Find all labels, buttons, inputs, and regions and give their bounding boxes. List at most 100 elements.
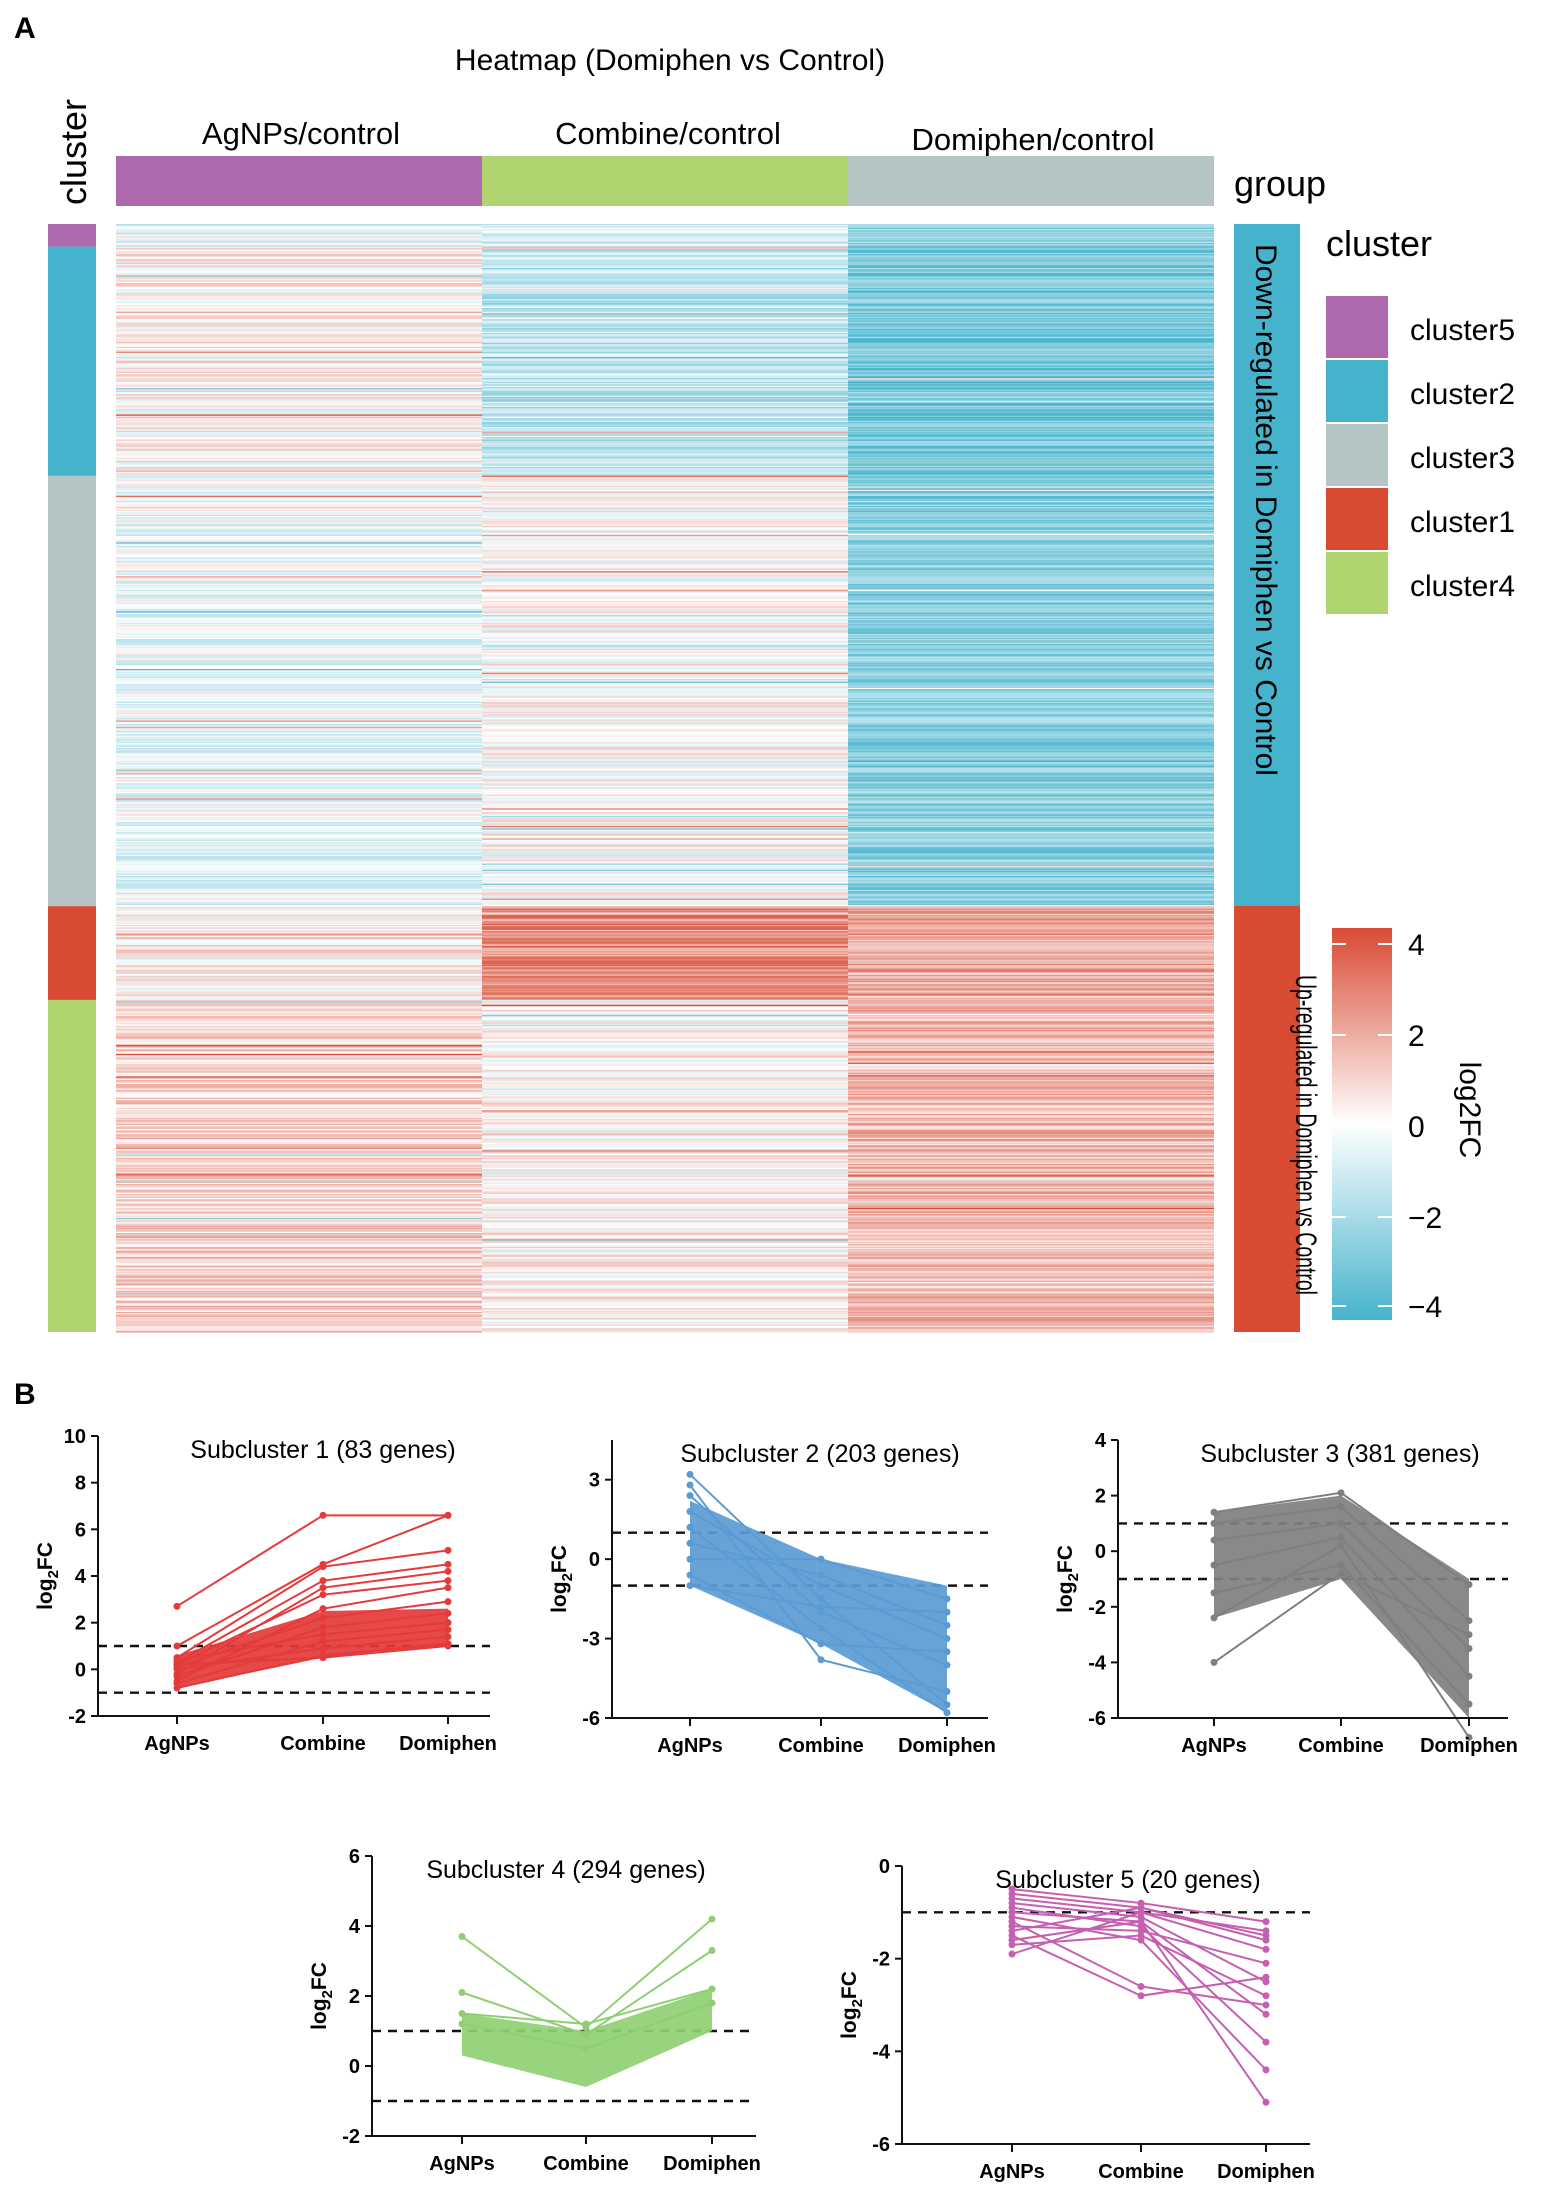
heatmap-cell [848, 707, 1214, 710]
heatmap-cell [116, 316, 482, 319]
heatmap-cell [848, 677, 1214, 680]
series-point [1210, 1519, 1218, 1527]
heatmap-cell [482, 996, 848, 999]
heatmap-cell [482, 1040, 848, 1042]
heatmap-cell [848, 425, 1214, 428]
heatmap-cell [116, 300, 482, 303]
heatmap-cell [116, 236, 482, 239]
heatmap-cell [848, 1319, 1214, 1322]
heatmap-cell [116, 499, 482, 502]
heatmap-cell [482, 331, 848, 334]
heatmap-cell [482, 1070, 848, 1072]
heatmap-cell [848, 547, 1214, 550]
heatmap-cell [116, 847, 482, 850]
heatmap-cell [482, 1092, 848, 1095]
heatmap-cell [848, 736, 1214, 739]
heatmap-cell [848, 1095, 1214, 1098]
heatmap-cell [116, 927, 482, 930]
heatmap-cell [848, 323, 1214, 325]
heatmap-cell [848, 521, 1214, 523]
heatmap-cell [116, 237, 482, 240]
heatmap-cell [116, 1165, 482, 1168]
heatmap-cell [482, 1190, 848, 1193]
heatmap-cell [848, 799, 1214, 802]
heatmap-cell [848, 1090, 1214, 1093]
heatmap-cell [116, 588, 482, 591]
heatmap-cell [116, 353, 482, 355]
heatmap-cell [116, 1130, 482, 1133]
heatmap-cell [848, 643, 1214, 646]
heatmap-cell [848, 452, 1214, 454]
heatmap-cell [848, 830, 1214, 833]
heatmap-cell [116, 706, 482, 709]
heatmap-cell [482, 571, 848, 574]
heatmap-cell [848, 814, 1214, 817]
y-tick-label: -3 [582, 1629, 600, 1651]
heatmap-cell [482, 521, 848, 523]
heatmap-cell [116, 923, 482, 926]
heatmap-cell [482, 500, 848, 503]
heatmap-cell [848, 738, 1214, 740]
heatmap-cell [116, 1181, 482, 1184]
heatmap-cell [116, 1264, 482, 1267]
heatmap-cell [848, 518, 1214, 521]
heatmap-cell [116, 370, 482, 373]
heatmap-cell [482, 734, 848, 737]
heatmap-cell [848, 1243, 1214, 1245]
heatmap-cell [848, 692, 1214, 695]
heatmap-cell [482, 936, 848, 939]
heatmap-cell [116, 1256, 482, 1259]
heatmap-cell [116, 1310, 482, 1313]
heatmap-cell [116, 964, 482, 967]
heatmap-cell [848, 1217, 1214, 1220]
heatmap-cell [848, 1229, 1214, 1232]
heatmap-cell [116, 974, 482, 977]
heatmap-cell [482, 343, 848, 345]
heatmap-cell [848, 1263, 1214, 1265]
series-point [319, 1577, 327, 1585]
heatmap-cell [116, 1108, 482, 1111]
series-point [708, 1985, 716, 1993]
heatmap-cell [116, 633, 482, 636]
heatmap-cell [116, 444, 482, 447]
heatmap-cell [482, 770, 848, 773]
heatmap-cell [848, 1308, 1214, 1311]
heatmap-cell [116, 411, 482, 414]
heatmap-cell [116, 1068, 482, 1071]
heatmap-cell [848, 956, 1214, 959]
heatmap-cell [848, 886, 1214, 888]
heatmap-cell [848, 1309, 1214, 1312]
heatmap-cell [482, 418, 848, 421]
heatmap-cell [482, 656, 848, 659]
heatmap-cell [482, 311, 848, 314]
heatmap-cell [116, 790, 482, 793]
heatmap-cell [116, 539, 482, 542]
heatmap-cell [848, 784, 1214, 787]
heatmap-cell [482, 947, 848, 950]
heatmap-cell [848, 1145, 1214, 1148]
heatmap-cell [482, 1155, 848, 1158]
heatmap-cell [482, 843, 848, 846]
heatmap-cell [116, 1314, 482, 1317]
heatmap-cell [482, 449, 848, 452]
heatmap-cell [482, 250, 848, 253]
heatmap-cell [848, 1249, 1214, 1252]
heatmap-cell [482, 427, 848, 429]
heatmap-cell [116, 315, 482, 318]
heatmap-cell [116, 473, 482, 476]
heatmap-cell [848, 694, 1214, 697]
series-point [708, 1999, 716, 2007]
group-bar-combine [482, 156, 848, 206]
heatmap-cell [848, 1296, 1214, 1299]
heatmap-cell [848, 608, 1214, 611]
heatmap-cell [116, 557, 482, 560]
heatmap-cell [116, 314, 482, 317]
heatmap-cell [848, 1212, 1214, 1215]
heatmap-cell [116, 664, 482, 666]
heatmap-cell [482, 1187, 848, 1190]
heatmap-cell [848, 320, 1214, 323]
heatmap-cell [482, 329, 848, 332]
heatmap-cell [116, 254, 482, 256]
heatmap-cell [482, 937, 848, 940]
